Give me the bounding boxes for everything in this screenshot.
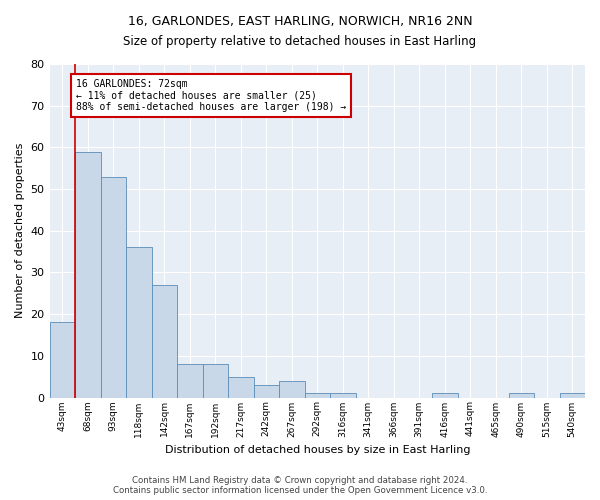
Bar: [432, 394, 458, 398]
Text: Contains HM Land Registry data © Crown copyright and database right 2024.
Contai: Contains HM Land Registry data © Crown c…: [113, 476, 487, 495]
Bar: [509, 394, 534, 398]
Text: 16 GARLONDES: 72sqm
← 11% of detached houses are smaller (25)
88% of semi-detach: 16 GARLONDES: 72sqm ← 11% of detached ho…: [76, 78, 347, 112]
Bar: [126, 248, 152, 398]
Text: Size of property relative to detached houses in East Harling: Size of property relative to detached ho…: [124, 35, 476, 48]
Y-axis label: Number of detached properties: Number of detached properties: [15, 143, 25, 318]
Bar: [330, 394, 356, 398]
Bar: [50, 322, 75, 398]
Bar: [203, 364, 228, 398]
Bar: [101, 176, 126, 398]
Bar: [228, 376, 254, 398]
Bar: [305, 394, 330, 398]
Bar: [152, 285, 177, 398]
Text: 16, GARLONDES, EAST HARLING, NORWICH, NR16 2NN: 16, GARLONDES, EAST HARLING, NORWICH, NR…: [128, 15, 472, 28]
Bar: [560, 394, 585, 398]
Bar: [279, 381, 305, 398]
Bar: [75, 152, 101, 398]
Bar: [177, 364, 203, 398]
X-axis label: Distribution of detached houses by size in East Harling: Distribution of detached houses by size …: [164, 445, 470, 455]
Bar: [254, 385, 279, 398]
